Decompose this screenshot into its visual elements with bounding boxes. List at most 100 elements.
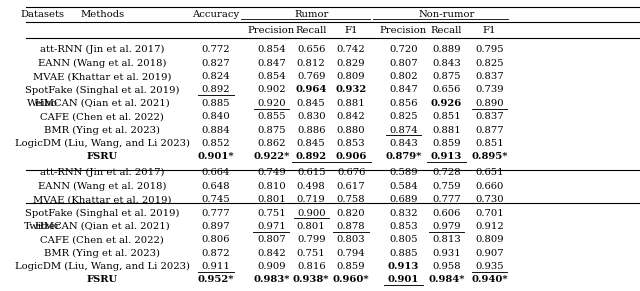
- Text: 0.854: 0.854: [257, 45, 285, 54]
- Text: 0.911: 0.911: [202, 262, 230, 271]
- Text: 0.879*: 0.879*: [385, 152, 422, 161]
- Text: Weibo: Weibo: [28, 99, 58, 108]
- Text: 0.901: 0.901: [388, 276, 419, 284]
- Text: 0.656: 0.656: [432, 86, 461, 95]
- Text: Datasets: Datasets: [20, 10, 65, 19]
- Text: 0.881: 0.881: [337, 99, 365, 108]
- Text: 0.892: 0.892: [202, 86, 230, 95]
- Text: F1: F1: [344, 26, 358, 35]
- Text: 0.853: 0.853: [389, 222, 418, 231]
- Text: 0.855: 0.855: [257, 112, 285, 121]
- Text: EANN (Wang et al. 2018): EANN (Wang et al. 2018): [38, 182, 166, 191]
- Text: 0.807: 0.807: [257, 235, 285, 244]
- Text: 0.938*: 0.938*: [293, 276, 330, 284]
- Text: 0.820: 0.820: [337, 209, 365, 218]
- Text: 0.884: 0.884: [202, 126, 230, 135]
- Text: 0.852: 0.852: [202, 139, 230, 148]
- Text: CAFE (Chen et al. 2022): CAFE (Chen et al. 2022): [40, 112, 164, 121]
- Text: 0.802: 0.802: [389, 72, 418, 81]
- Text: 0.745: 0.745: [202, 195, 230, 204]
- Text: 0.651: 0.651: [475, 168, 504, 178]
- Text: 0.656: 0.656: [297, 45, 325, 54]
- Text: 0.958: 0.958: [432, 262, 461, 271]
- Text: 0.816: 0.816: [297, 262, 326, 271]
- Text: 0.932: 0.932: [335, 86, 367, 95]
- Text: 0.960*: 0.960*: [333, 276, 369, 284]
- Text: 0.840: 0.840: [202, 112, 230, 121]
- Text: 0.859: 0.859: [337, 262, 365, 271]
- Text: HMCAN (Qian et al. 2021): HMCAN (Qian et al. 2021): [35, 222, 170, 231]
- Text: MVAE (Khattar et al. 2019): MVAE (Khattar et al. 2019): [33, 195, 172, 204]
- Text: Accuracy: Accuracy: [193, 10, 239, 19]
- Text: 0.885: 0.885: [202, 99, 230, 108]
- Text: 0.940*: 0.940*: [471, 276, 508, 284]
- Text: 0.772: 0.772: [202, 45, 230, 54]
- Text: Precision: Precision: [380, 26, 427, 35]
- Text: 0.742: 0.742: [337, 45, 365, 54]
- Text: 0.872: 0.872: [202, 249, 230, 258]
- Text: 0.912: 0.912: [475, 222, 504, 231]
- Text: 0.813: 0.813: [432, 235, 461, 244]
- Text: 0.751: 0.751: [297, 249, 326, 258]
- Text: 0.777: 0.777: [202, 209, 230, 218]
- Text: 0.801: 0.801: [257, 195, 285, 204]
- Text: 0.829: 0.829: [337, 59, 365, 68]
- Text: LogicDM (Liu, Wang, and Li 2023): LogicDM (Liu, Wang, and Li 2023): [15, 139, 190, 148]
- Text: 0.922*: 0.922*: [253, 152, 289, 161]
- Text: 0.877: 0.877: [475, 126, 504, 135]
- Text: 0.926: 0.926: [431, 99, 462, 108]
- Text: 0.719: 0.719: [297, 195, 326, 204]
- Text: 0.701: 0.701: [475, 209, 504, 218]
- Text: 0.825: 0.825: [389, 112, 418, 121]
- Text: 0.909: 0.909: [257, 262, 285, 271]
- Text: 0.739: 0.739: [475, 86, 504, 95]
- Text: 0.803: 0.803: [337, 235, 365, 244]
- Text: 0.498: 0.498: [297, 182, 326, 191]
- Text: 0.854: 0.854: [257, 72, 285, 81]
- Text: 0.827: 0.827: [202, 59, 230, 68]
- Text: 0.728: 0.728: [432, 168, 461, 178]
- Text: FSRU: FSRU: [87, 152, 118, 161]
- Text: 0.881: 0.881: [432, 126, 461, 135]
- Text: 0.874: 0.874: [389, 126, 418, 135]
- Text: BMR (Ying et al. 2023): BMR (Ying et al. 2023): [44, 125, 160, 135]
- Text: Recall: Recall: [296, 26, 327, 35]
- Text: 0.885: 0.885: [389, 249, 418, 258]
- Text: 0.964: 0.964: [296, 86, 327, 95]
- Text: EANN (Wang et al. 2018): EANN (Wang et al. 2018): [38, 58, 166, 68]
- Text: 0.837: 0.837: [475, 112, 504, 121]
- Text: 0.758: 0.758: [337, 195, 365, 204]
- Text: 0.984*: 0.984*: [428, 276, 465, 284]
- Text: MVAE (Khattar et al. 2019): MVAE (Khattar et al. 2019): [33, 72, 172, 81]
- Text: 0.720: 0.720: [389, 45, 418, 54]
- Text: 0.660: 0.660: [476, 182, 504, 191]
- Text: 0.856: 0.856: [389, 99, 418, 108]
- Text: Twitter: Twitter: [24, 222, 61, 231]
- Text: LogicDM (Liu, Wang, and Li 2023): LogicDM (Liu, Wang, and Li 2023): [15, 262, 190, 271]
- Text: 0.664: 0.664: [202, 168, 230, 178]
- Text: 0.837: 0.837: [475, 72, 504, 81]
- Text: 0.842: 0.842: [257, 249, 285, 258]
- Text: 0.935: 0.935: [475, 262, 504, 271]
- Text: 0.759: 0.759: [432, 182, 461, 191]
- Text: 0.862: 0.862: [257, 139, 285, 148]
- Text: 0.615: 0.615: [297, 168, 326, 178]
- Text: att-RNN (Jin et al. 2017): att-RNN (Jin et al. 2017): [40, 45, 164, 54]
- Text: 0.825: 0.825: [475, 59, 504, 68]
- Text: F1: F1: [483, 26, 496, 35]
- Text: 0.897: 0.897: [202, 222, 230, 231]
- Text: 0.824: 0.824: [202, 72, 230, 81]
- Text: 0.892: 0.892: [296, 152, 327, 161]
- Text: 0.983*: 0.983*: [253, 276, 289, 284]
- Text: 0.859: 0.859: [432, 139, 461, 148]
- Text: 0.843: 0.843: [389, 139, 418, 148]
- Text: 0.689: 0.689: [389, 195, 418, 204]
- Text: 0.676: 0.676: [337, 168, 365, 178]
- Text: 0.617: 0.617: [337, 182, 365, 191]
- Text: 0.907: 0.907: [475, 249, 504, 258]
- Text: 0.810: 0.810: [257, 182, 285, 191]
- Text: 0.886: 0.886: [297, 126, 326, 135]
- Text: 0.875: 0.875: [432, 72, 461, 81]
- Text: 0.648: 0.648: [202, 182, 230, 191]
- Text: 0.889: 0.889: [432, 45, 461, 54]
